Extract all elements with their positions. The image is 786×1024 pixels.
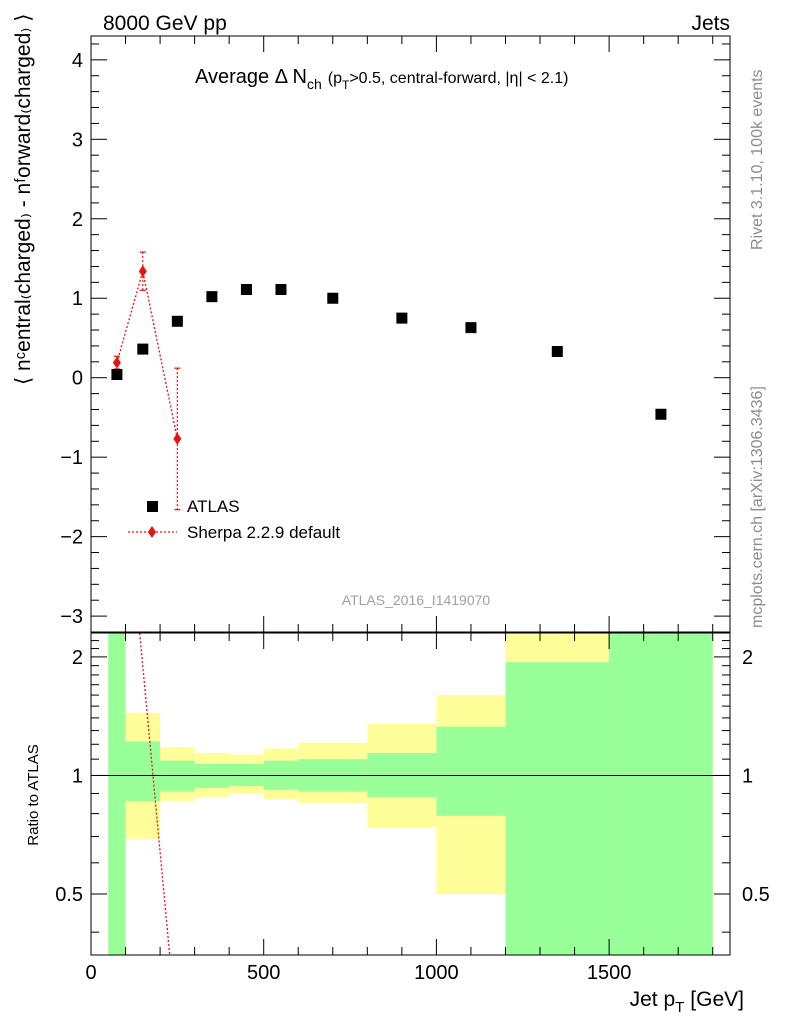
main-y-tick-label: −3	[60, 606, 83, 628]
energy-label: 8000 GeV pp	[103, 12, 227, 35]
legend: ATLAS Sherpa 2.2.9 default	[128, 497, 340, 542]
process-label: Jets	[691, 12, 730, 35]
ratio-y-tick-label-left: 1	[72, 765, 83, 787]
main-y-tick-label: 4	[72, 50, 83, 72]
main-panel: −3 −2 −1 0 1 2 3 4 Average Δ Nch (pT>0.5, centra…	[12, 14, 731, 633]
atlas-point	[171, 315, 183, 327]
ratio-panel: 0.5 0.5 1 1 2 2 0 500 1000 1500 Ratio to ATLAS J…	[25, 632, 770, 1016]
main-y-axis-label: ⟨ nᶜentral₍charged₎ - nᶠorward₍charged₎ …	[12, 14, 35, 385]
ratio-y-tick-label-right: 2	[742, 647, 753, 669]
atlas-point	[655, 408, 667, 420]
atlas-point	[551, 345, 563, 357]
green-band	[505, 662, 610, 955]
green-band	[108, 633, 126, 955]
green-band	[125, 741, 161, 802]
x-axis-label-subscript: T	[675, 999, 684, 1016]
x-tick-label: 500	[247, 962, 280, 984]
atlas-point	[240, 283, 252, 295]
x-axis-label-main: Jet p	[630, 988, 676, 1011]
main-y-axis: −3 −2 −1 0 1 2 3 4	[60, 43, 730, 633]
main-y-tick-label: 3	[72, 129, 83, 151]
title-main: Average Δ N	[195, 66, 307, 88]
sherpa-point	[173, 432, 182, 445]
legend-atlas-label: ATLAS	[187, 497, 240, 516]
green-band	[436, 726, 506, 816]
x-axis-label-unit: [GeV]	[690, 988, 744, 1011]
x-tick-label: 1000	[414, 962, 459, 984]
ratio-y-tick-label-left: 0.5	[55, 884, 83, 906]
sherpa-line	[116, 271, 178, 440]
x-axis-label: Jet pT [GeV]	[630, 988, 744, 1016]
main-panel-frame	[90, 35, 731, 633]
ratio-panel-frame	[90, 632, 731, 956]
ratio-x-axis: 0 500 1000 1500	[85, 633, 714, 984]
green-band	[160, 760, 195, 792]
atlas-point	[396, 312, 408, 324]
ratio-y-tick-label-left: 2	[72, 647, 83, 669]
legend-atlas-marker	[147, 501, 158, 512]
title-main-subscript: ch	[307, 76, 322, 92]
analysis-watermark: ATLAS_2016_I1419070	[342, 592, 491, 608]
main-y-tick-label: −2	[60, 527, 83, 549]
title-cut-rest: >0.5, central-forward, |η| < 2.1)	[349, 70, 568, 87]
title-cut-open: (p	[328, 70, 342, 87]
main-y-tick-label: 1	[72, 288, 83, 310]
sherpa-series	[112, 251, 182, 511]
main-y-tick-label: 2	[72, 209, 83, 231]
legend-sherpa-marker	[148, 526, 156, 538]
atlas-point	[137, 343, 149, 355]
main-y-tick-label: 0	[72, 368, 83, 390]
sherpa-ratio-line	[139, 633, 171, 955]
plot-title: Average Δ Nch (pT>0.5, central-forward, |…	[195, 66, 568, 92]
sherpa-point	[138, 265, 147, 278]
atlas-point	[111, 369, 123, 381]
ratio-y-tick-label-right: 1	[742, 765, 753, 787]
atlas-point	[465, 322, 477, 334]
legend-sherpa-label: Sherpa 2.2.9 default	[187, 523, 340, 542]
ratio-y-tick-label-right: 0.5	[742, 884, 770, 906]
ratio-y-axis-label: Ratio to ATLAS	[25, 744, 42, 845]
green-band	[609, 633, 713, 955]
atlas-point	[327, 292, 339, 304]
main-y-tick-label: −1	[60, 447, 83, 469]
title-cut-subscript: T	[342, 78, 350, 92]
mcplots-reference-label: mcplots.cern.ch [arXiv:1306.3436]	[749, 386, 766, 628]
atlas-point	[206, 291, 218, 303]
x-tick-label: 1500	[587, 962, 632, 984]
atlas-series	[111, 283, 667, 420]
atlas-point	[275, 283, 287, 295]
x-tick-label: 0	[85, 962, 96, 984]
uncertainty-bands	[108, 633, 713, 955]
ratio-y-axis: 0.5 0.5 1 1 2 2	[55, 640, 770, 933]
main-x-axis	[90, 36, 714, 632]
sherpa-point	[112, 356, 121, 369]
rivet-version-label: Rivet 3.1.10, 100k events	[749, 69, 766, 250]
